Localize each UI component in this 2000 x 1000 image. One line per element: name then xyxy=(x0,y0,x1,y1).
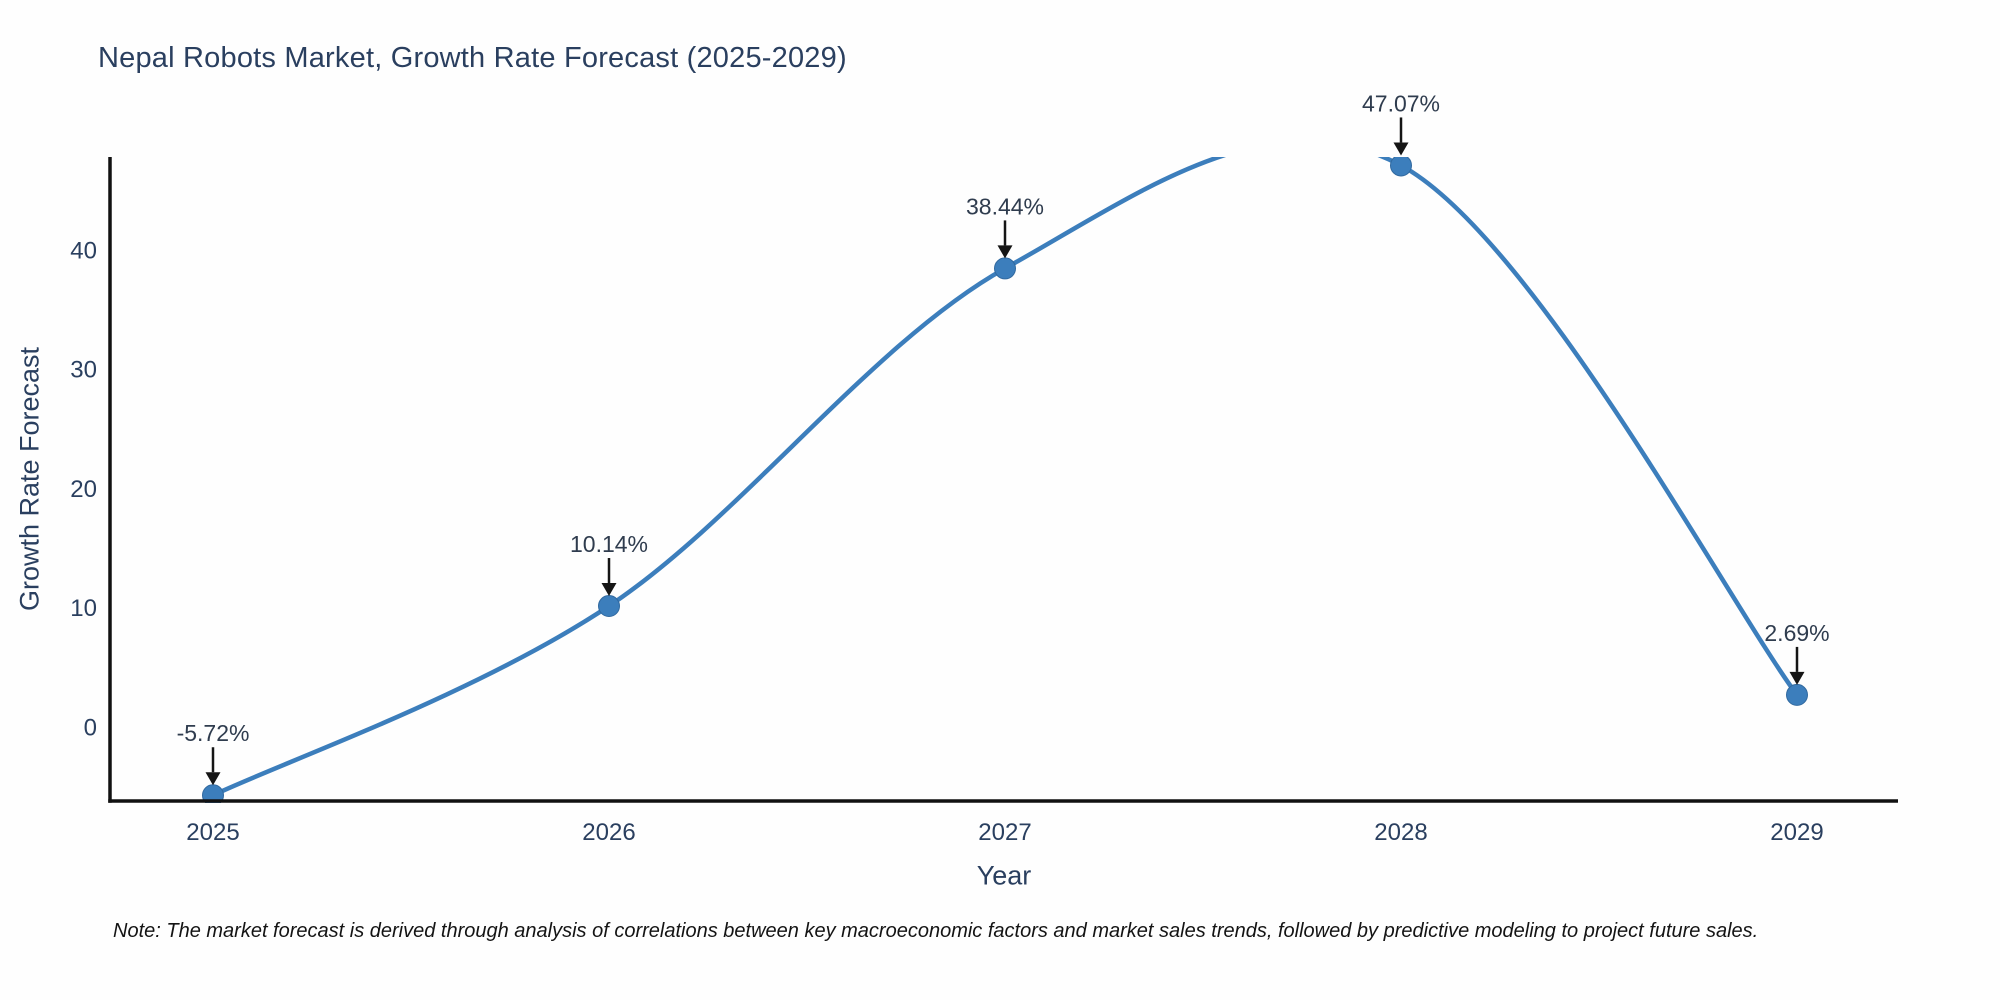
annotation-arrow-head xyxy=(1789,671,1805,685)
annotation-label: 47.07% xyxy=(1362,90,1440,116)
plot-area xyxy=(202,157,1808,803)
data-point-marker-2026 xyxy=(598,595,620,618)
footnote: Note: The market forecast is derived thr… xyxy=(113,920,1759,942)
y-axis-title: Growth Rate Forecast xyxy=(14,346,45,612)
annotation-label: 10.14% xyxy=(570,531,648,557)
x-tick-label: 2026 xyxy=(582,819,635,846)
annotation-arrow-head xyxy=(601,583,617,597)
data-point-marker-2028 xyxy=(1390,157,1412,177)
y-tick-label: 10 xyxy=(70,595,97,622)
annotation-label: 2.69% xyxy=(1764,620,1829,646)
y-tick-label: 40 xyxy=(70,237,97,264)
x-tick-label: 2029 xyxy=(1770,819,1823,846)
annotation-arrow-head xyxy=(1393,142,1409,156)
data-point-marker-2027 xyxy=(994,257,1016,280)
x-tick-label: 2027 xyxy=(978,819,1031,846)
data-point-marker-2029 xyxy=(1786,683,1808,706)
x-axis-title: Year xyxy=(976,860,1032,891)
annotation-label: -5.72% xyxy=(177,720,250,746)
x-tick-label: 2025 xyxy=(186,819,239,846)
y-tick-label: 0 xyxy=(84,715,97,742)
annotation-arrow-head xyxy=(997,245,1013,259)
annotation-label: 38.44% xyxy=(966,193,1044,219)
x-tick-label: 2028 xyxy=(1374,819,1427,846)
chart-title: Nepal Robots Market, Growth Rate Forecas… xyxy=(98,42,847,74)
annotation-arrow-head xyxy=(205,772,221,786)
y-tick-label: 30 xyxy=(70,357,97,384)
y-tick-label: 20 xyxy=(70,476,97,503)
